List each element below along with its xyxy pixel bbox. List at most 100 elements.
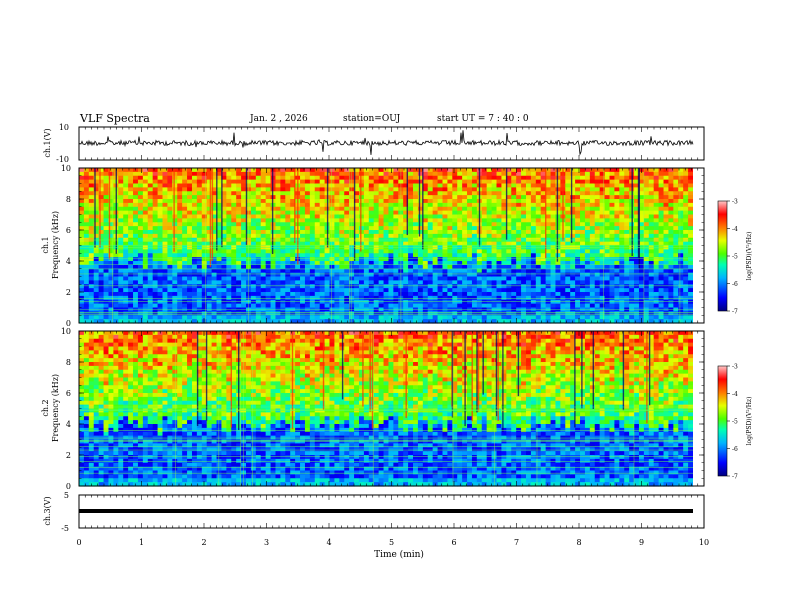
spectrogram-cell [211, 171, 218, 177]
spectrogram-cell [403, 191, 409, 196]
spectrogram-cell [250, 276, 257, 281]
spectrogram-cell [196, 261, 203, 266]
spectrogram-cell [196, 191, 203, 196]
spectrogram-cell [211, 288, 218, 293]
spectrogram-cell [265, 319, 272, 324]
spectrogram-cell [231, 168, 237, 173]
spectrogram-cell [211, 218, 218, 223]
spectrogram-cell [324, 292, 331, 297]
spectrogram-cell [383, 226, 390, 231]
spectrogram-cell [304, 171, 311, 177]
spectrogram-cell [575, 214, 581, 219]
spectrogram-cell [604, 284, 611, 289]
spectrogram-cell [501, 303, 507, 309]
spectrogram-cell [570, 272, 576, 278]
spectrogram-cell [422, 175, 429, 181]
spectrogram-cell [580, 292, 586, 297]
spectrogram-cell [634, 268, 640, 274]
spectrogram-cell [314, 206, 321, 212]
spectrogram-cell [211, 315, 218, 320]
spectrogram-cell [619, 264, 625, 270]
spectrogram-cell [457, 191, 463, 196]
spectrogram-cell [550, 195, 557, 200]
spectrogram-cell [270, 175, 277, 181]
spectrogram-cell [285, 272, 291, 278]
spectrogram-cell [403, 288, 409, 293]
spectrogram-cell [152, 319, 159, 324]
spectrogram-cell [638, 191, 645, 196]
spectrogram-cell [123, 168, 129, 173]
spectrogram-cell [157, 233, 164, 239]
spectrogram-cell [162, 214, 169, 219]
spectrogram-cell [589, 288, 596, 293]
spectrogram-cell [570, 206, 576, 212]
spectrogram-cell [575, 183, 581, 188]
spectrogram-cell [221, 195, 227, 200]
spectrogram-cell [663, 226, 670, 231]
spectrogram-cell [550, 210, 557, 216]
spectrogram-cell [339, 284, 345, 289]
spectrogram-cell [516, 257, 522, 262]
spectrogram-cell [118, 183, 124, 188]
spectrogram-cell [98, 303, 105, 309]
spectrogram-cell [521, 210, 527, 216]
spectrogram-cell [663, 257, 670, 262]
spectrogram-cell [147, 257, 154, 262]
spectrogram-cell [535, 222, 542, 227]
spectrogram-cell [648, 171, 655, 177]
spectrogram-cell [604, 202, 611, 208]
spectrogram-cell [540, 214, 547, 219]
spectrogram-cell [413, 191, 419, 196]
spectrogram-cell [152, 249, 159, 254]
spectrogram-cell [265, 210, 272, 216]
spectrogram-cell [408, 230, 414, 235]
spectrogram-cell [285, 175, 291, 181]
spectrogram-cell [555, 319, 561, 324]
spectrogram-cell [653, 195, 660, 200]
spectrogram-cell [147, 315, 154, 320]
spectrogram-cell [103, 268, 110, 274]
spectrogram-cell [427, 210, 434, 216]
spectrogram-cell [560, 288, 566, 293]
spectrogram-cell [113, 261, 119, 266]
spectrogram-cell [447, 241, 453, 247]
spectrogram-cell [358, 264, 365, 270]
spectrogram-cell [555, 272, 561, 278]
spectrogram-cell [496, 272, 503, 278]
spectrogram-cell [137, 268, 144, 274]
spectrogram-cell [560, 284, 566, 289]
spectrogram-cell [378, 288, 385, 293]
spectrogram-cell [182, 280, 188, 285]
spectrogram-cell [462, 230, 468, 235]
spectrogram-cell [422, 288, 429, 293]
spectrogram-cell [83, 218, 90, 223]
spectrogram-cell [643, 272, 650, 278]
spectrogram-cell [525, 284, 532, 289]
spectrogram-cell [624, 288, 630, 293]
spectrogram-cell [275, 315, 281, 320]
spectrogram-cell [191, 195, 198, 200]
spectrogram-cell [476, 272, 483, 278]
spectrogram-cell [471, 311, 478, 316]
spectrogram-cell [506, 183, 512, 188]
spectrogram-cell [565, 218, 571, 223]
spectrogram-cell [167, 319, 173, 324]
spectrogram-cell [525, 303, 532, 309]
spectrogram-cell [417, 187, 424, 192]
spectrogram-cell [486, 303, 493, 309]
spectrogram-cell [516, 284, 522, 289]
spectrogram-cell [128, 249, 134, 254]
spectrogram-cell [560, 319, 566, 324]
spectrogram-cell [103, 191, 110, 196]
spectrogram-cell [83, 226, 90, 231]
spectrogram-cell [172, 249, 178, 254]
spectrogram-cell [417, 284, 424, 289]
spectrogram-cell [363, 222, 370, 227]
spectrogram-cell [83, 199, 90, 204]
spectrogram-cell [643, 210, 650, 216]
spectrogram-cell [285, 179, 291, 185]
spectrogram-cell [349, 233, 355, 239]
spectrogram-cell [231, 276, 237, 281]
spectrogram-cell [417, 268, 424, 274]
spectrogram-cell [643, 261, 650, 266]
